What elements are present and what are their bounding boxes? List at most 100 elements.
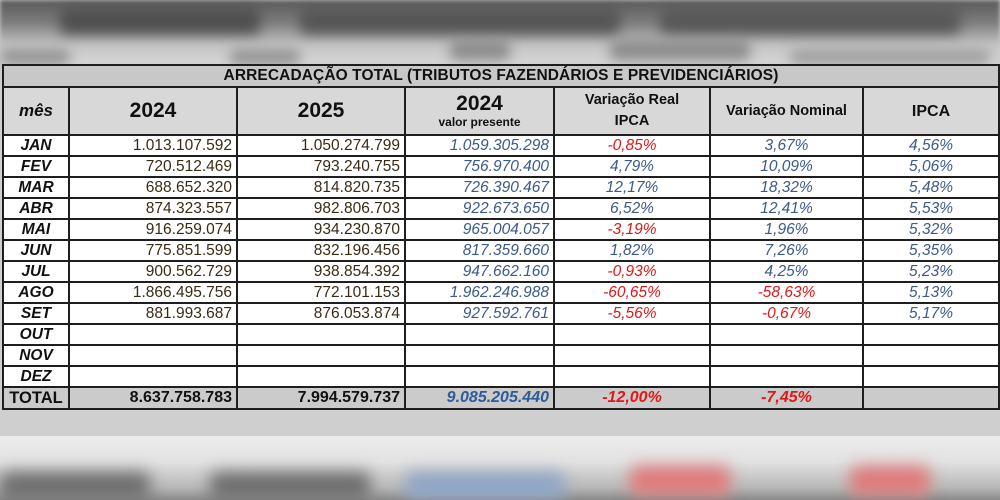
column-header-2024: 2024 (68, 86, 238, 136)
value-2025-cell: 982.806.703 (236, 197, 406, 220)
present-value-2024-cell: 817.359.660 (404, 239, 555, 262)
month-cell: SET (2, 302, 70, 325)
month-cell: JUL (2, 260, 70, 283)
present-value-2024-cell: 726.390.467 (404, 176, 555, 199)
table-header-row: mês 2024 2025 2024 valor presente Variaç… (2, 86, 1000, 136)
value-2024-cell: 1.013.107.592 (68, 134, 238, 157)
table-row: OUT (2, 323, 1000, 346)
value-2025-cell: 814.820.735 (236, 176, 406, 199)
present-value-2024-cell (404, 323, 555, 346)
value-2025-cell: 793.240.755 (236, 155, 406, 178)
table-row: FEV 720.512.469 793.240.755 756.970.400 4,79… (2, 155, 1000, 178)
month-cell: OUT (2, 323, 70, 346)
table-total-row: TOTAL 8.637.758.783 7.994.579.737 9.085.… (2, 386, 1000, 410)
month-cell: FEV (2, 155, 70, 178)
nominal-variation-cell: 12,41% (709, 197, 864, 220)
table-row: DEZ (2, 365, 1000, 388)
present-value-2024-cell: 1.962.246.988 (404, 281, 555, 304)
ipca-cell: 5,23% (861, 260, 1000, 283)
total-real-variation: -12,00% (553, 386, 711, 410)
value-2025-cell (236, 344, 406, 367)
present-value-2024-cell: 756.970.400 (404, 155, 555, 178)
month-cell: ABR (2, 197, 70, 220)
real-variation-cell: -0,93% (553, 260, 711, 283)
value-2024-cell: 688.652.320 (68, 176, 238, 199)
present-value-2024-cell: 965.004.057 (404, 218, 555, 241)
ipca-cell: 5,06% (861, 155, 1000, 178)
table-row: JUL 900.562.729 938.854.392 947.662.160 -0,9… (2, 260, 1000, 283)
table-title-row: ARRECADAÇÃO TOTAL (TRIBUTOS FAZENDÁRIOS … (1, 64, 1000, 88)
month-cell: AGO (2, 281, 70, 304)
column-header-2025: 2025 (236, 86, 406, 136)
value-2024-cell (68, 344, 238, 367)
month-cell: JUN (2, 239, 70, 262)
table-row: MAR 688.652.320 814.820.735 726.390.467 12,1… (2, 176, 1000, 199)
present-value-year: 2024 (456, 92, 503, 115)
month-cell: NOV (2, 344, 70, 367)
total-2025: 7.994.579.737 (236, 386, 406, 410)
total-ipca (861, 386, 1000, 410)
table-row: AGO 1.866.495.756 772.101.153 1.962.246.988… (2, 281, 1000, 304)
real-variation-cell: -0,85% (553, 134, 711, 157)
ipca-cell: 5,17% (861, 302, 1000, 325)
month-cell: DEZ (2, 365, 70, 388)
present-value-2024-cell (404, 344, 555, 367)
ipca-cell: 5,53% (861, 197, 1000, 220)
real-variation-cell: -5,56% (553, 302, 711, 325)
real-variation-cell (553, 344, 711, 367)
ipca-cell: 4,56% (861, 134, 1000, 157)
real-variation-cell: 12,17% (553, 176, 711, 199)
value-2025-cell (236, 365, 406, 388)
value-2024-cell: 874.323.557 (68, 197, 238, 220)
real-variation-line1: Variação Real (584, 92, 680, 108)
table-body: JAN 1.013.107.592 1.050.274.799 1.059.305.2… (2, 134, 1000, 388)
table-row: NOV (2, 344, 1000, 367)
column-header-ipca: IPCA (861, 86, 1000, 136)
table-row: SET 881.993.687 876.053.874 927.592.761 -5,5… (2, 302, 1000, 325)
nominal-variation-cell: 3,67% (709, 134, 864, 157)
month-cell: MAI (2, 218, 70, 241)
table-row: ABR 874.323.557 982.806.703 922.673.650 6,52… (2, 197, 1000, 220)
total-2024: 8.637.758.783 (68, 386, 238, 410)
value-2025-cell: 772.101.153 (236, 281, 406, 304)
table-row: JAN 1.013.107.592 1.050.274.799 1.059.305.2… (2, 134, 1000, 157)
nominal-variation-cell: -0,67% (709, 302, 864, 325)
present-value-2024-cell (404, 365, 555, 388)
total-2024-present-value: 9.085.205.440 (404, 386, 555, 410)
nominal-variation-cell: 4,25% (709, 260, 864, 283)
value-2025-cell: 1.050.274.799 (236, 134, 406, 157)
column-header-2024-present-value: 2024 valor presente (404, 86, 555, 136)
ipca-cell (861, 365, 1000, 388)
column-header-nominal-variation: Variação Nominal (709, 86, 864, 136)
nominal-variation-cell: 7,26% (709, 239, 864, 262)
real-variation-cell (553, 323, 711, 346)
value-2025-cell: 934.230.870 (236, 218, 406, 241)
total-label: TOTAL (2, 386, 70, 410)
value-2024-cell: 881.993.687 (68, 302, 238, 325)
table-row: MAI 916.259.074 934.230.870 965.004.057 -3,1… (2, 218, 1000, 241)
value-2024-cell (68, 323, 238, 346)
real-variation-line2: IPCA (614, 113, 650, 129)
total-nominal-variation: -7,45% (709, 386, 864, 410)
nominal-variation-cell: 18,32% (709, 176, 864, 199)
table-title: ARRECADAÇÃO TOTAL (TRIBUTOS FAZENDÁRIOS … (1, 64, 1000, 88)
value-2025-cell: 832.196.456 (236, 239, 406, 262)
value-2025-cell: 876.053.874 (236, 302, 406, 325)
ipca-cell (861, 323, 1000, 346)
ipca-cell: 5,48% (861, 176, 1000, 199)
nominal-variation-cell (709, 344, 864, 367)
real-variation-cell: 4,79% (553, 155, 711, 178)
month-cell: JAN (2, 134, 70, 157)
tax-revenue-table: ARRECADAÇÃO TOTAL (TRIBUTOS FAZENDÁRIOS … (1, 64, 1000, 410)
ipca-cell: 5,35% (861, 239, 1000, 262)
month-cell: MAR (2, 176, 70, 199)
present-value-subtitle: valor presente (438, 115, 521, 129)
real-variation-cell: 6,52% (553, 197, 711, 220)
column-header-month: mês (2, 86, 70, 136)
blurred-background-top (0, 0, 1000, 64)
nominal-variation-cell: 1,96% (709, 218, 864, 241)
value-2024-cell: 720.512.469 (68, 155, 238, 178)
present-value-2024-cell: 922.673.650 (404, 197, 555, 220)
value-2024-cell: 775.851.599 (68, 239, 238, 262)
table-row: JUN 775.851.599 832.196.456 817.359.660 1,82… (2, 239, 1000, 262)
